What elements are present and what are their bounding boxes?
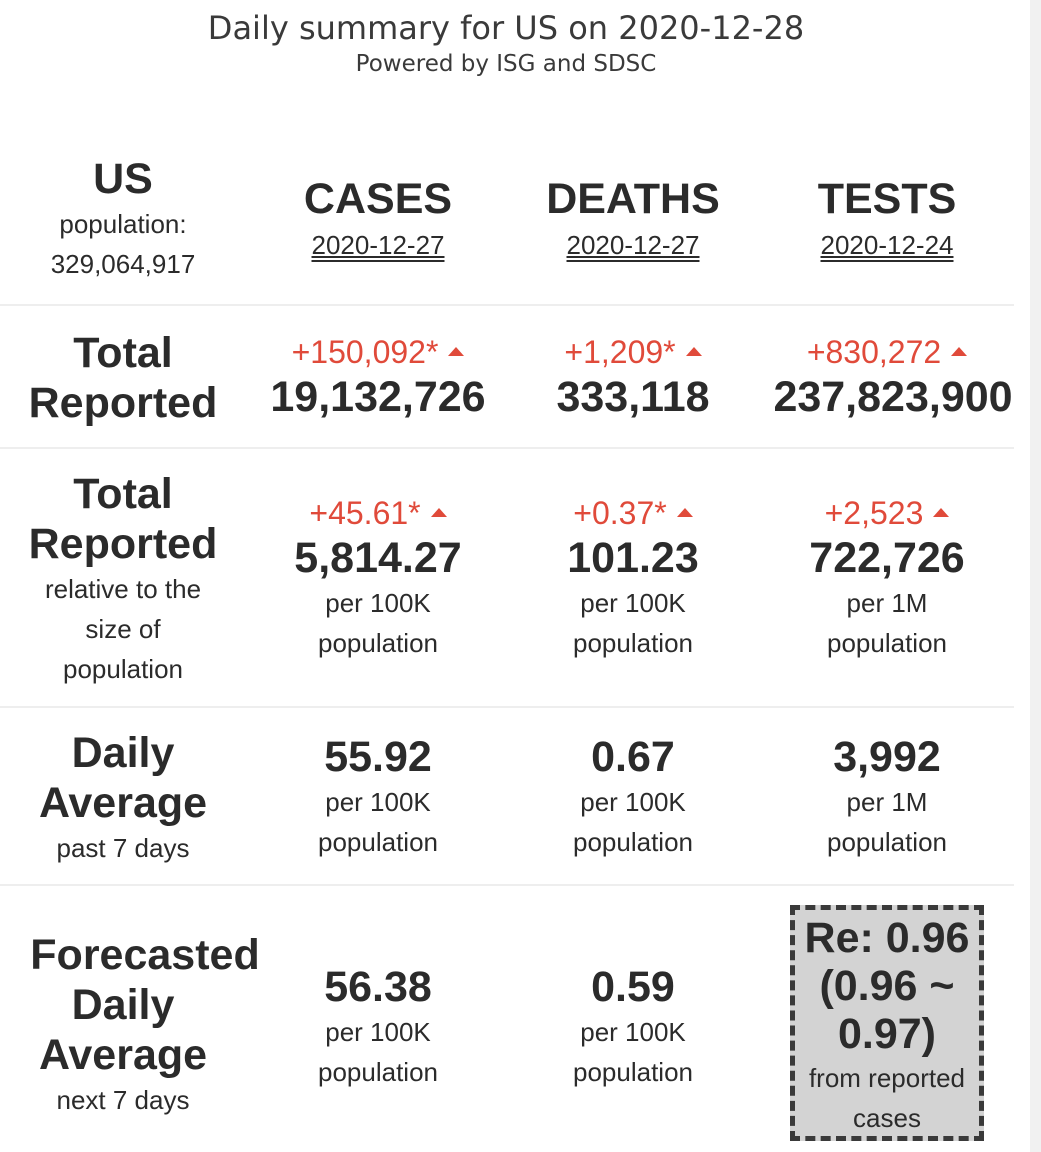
cases-header: CASES 2020-12-27 — [250, 140, 506, 304]
unit-label: per 100K — [325, 1017, 431, 1047]
up-arrow-icon — [685, 347, 702, 356]
tests-average-value: 3,992 — [833, 733, 941, 781]
deaths-relative-value: 101.23 — [567, 534, 699, 582]
unit-label: per 100K — [580, 588, 686, 618]
page-subtitle: Powered by ISG and SDSC — [355, 51, 657, 77]
row-note: relative to the — [44, 574, 202, 604]
population-label: population: — [59, 209, 187, 239]
tests-header: TESTS 2020-12-24 — [760, 140, 1014, 304]
row-label: Total — [73, 329, 173, 377]
unit-label: population — [573, 1057, 693, 1087]
cases-total-delta: +150,092* — [250, 332, 506, 372]
deaths-total-cell: +1,209* 333,118 — [506, 306, 760, 447]
daily-average-row: Daily Average past 7 days 55.92 per 100K… — [0, 706, 1014, 884]
row-note: population — [63, 654, 183, 684]
deaths-total-delta: +1,209* — [506, 332, 760, 372]
page-title: Daily summary for US on 2020-12-28 — [207, 9, 805, 47]
deaths-date-link[interactable]: 2020-12-27 — [566, 230, 700, 260]
unit-label: population — [318, 1057, 438, 1087]
row-label: Reported — [28, 520, 218, 568]
cases-relative-value: 5,814.27 — [294, 534, 462, 582]
deaths-forecast-value: 0.59 — [591, 963, 675, 1011]
deaths-total-value: 333,118 — [556, 373, 710, 421]
relative-label-cell: Total Reported relative to the size of p… — [0, 449, 246, 706]
daily-average-label-cell: Daily Average past 7 days — [0, 708, 246, 884]
tests-total-cell: +830,272 237,823,900 — [760, 306, 1014, 447]
up-arrow-icon — [951, 347, 968, 356]
row-note: next 7 days — [56, 1085, 190, 1115]
unit-label: per 100K — [325, 787, 431, 817]
deaths-label: DEATHS — [546, 175, 720, 223]
re-note: cases — [853, 1103, 921, 1133]
forecast-row: Forecasted Daily Average next 7 days 56.… — [0, 884, 1014, 1152]
unit-label: population — [573, 827, 693, 857]
forecast-label-cell: Forecasted Daily Average next 7 days — [0, 886, 290, 1152]
re-estimate-box: Re: 0.96 (0.96 ~ 0.97) from reported cas… — [790, 905, 984, 1141]
relative-row: Total Reported relative to the size of p… — [0, 447, 1014, 706]
tests-total-delta: +830,272 — [760, 332, 1014, 372]
unit-label: per 1M — [846, 588, 928, 618]
up-arrow-icon — [448, 347, 465, 356]
up-arrow-icon — [676, 508, 693, 517]
deaths-average-value: 0.67 — [591, 733, 675, 781]
tests-label: TESTS — [817, 175, 957, 223]
tests-relative-cell: +2,523 722,726 per 1M population — [760, 449, 1014, 706]
cases-forecast-cell: 56.38 per 100K population — [250, 886, 506, 1152]
row-label: Forecasted — [30, 931, 260, 979]
re-range-low: (0.96 ~ — [819, 962, 955, 1010]
cases-date-link[interactable]: 2020-12-27 — [311, 230, 445, 260]
total-reported-row: Total Reported +150,092* 19,132,726 +1,2… — [0, 304, 1014, 447]
unit-label: population — [573, 628, 693, 658]
deaths-relative-cell: +0.37* 101.23 per 100K population — [506, 449, 760, 706]
row-label: Total — [73, 470, 173, 518]
cases-relative-cell: +45.61* 5,814.27 per 100K population — [250, 449, 506, 706]
tests-average-cell: 3,992 per 1M population — [760, 708, 1014, 884]
row-note: size of — [85, 614, 161, 644]
re-value: Re: 0.96 — [804, 914, 970, 962]
unit-label: per 100K — [580, 787, 686, 817]
vertical-scrollbar[interactable] — [1030, 0, 1041, 1152]
region-name: US — [93, 155, 153, 203]
unit-label: population — [318, 827, 438, 857]
unit-label: population — [827, 827, 947, 857]
cases-average-value: 55.92 — [324, 733, 432, 781]
up-arrow-icon — [430, 508, 447, 517]
unit-label: per 100K — [325, 588, 431, 618]
deaths-header: DEATHS 2020-12-27 — [506, 140, 760, 304]
header-row: US population: 329,064,917 CASES 2020-12… — [0, 140, 1014, 304]
unit-label: population — [318, 628, 438, 658]
deaths-relative-delta: +0.37* — [506, 493, 760, 533]
row-label: Daily — [71, 981, 175, 1029]
cases-forecast-value: 56.38 — [324, 963, 432, 1011]
cases-total-cell: +150,092* 19,132,726 — [250, 306, 506, 447]
row-label: Average — [38, 779, 208, 827]
tests-relative-delta: +2,523 — [760, 493, 1014, 533]
tests-date-link[interactable]: 2020-12-24 — [820, 230, 954, 260]
total-reported-label-cell: Total Reported — [0, 306, 246, 447]
row-label: Average — [38, 1031, 208, 1079]
tests-relative-value: 722,726 — [809, 534, 965, 582]
cases-total-value: 19,132,726 — [270, 373, 486, 421]
population-value: 329,064,917 — [50, 249, 196, 279]
region-cell: US population: 329,064,917 — [0, 140, 246, 304]
unit-label: population — [827, 628, 947, 658]
cases-average-cell: 55.92 per 100K population — [250, 708, 506, 884]
cases-relative-delta: +45.61* — [250, 493, 506, 533]
deaths-forecast-cell: 0.59 per 100K population — [506, 886, 760, 1152]
row-label: Reported — [28, 379, 218, 427]
re-note: from reported — [808, 1063, 966, 1093]
deaths-average-cell: 0.67 per 100K population — [506, 708, 760, 884]
cases-label: CASES — [303, 175, 453, 223]
row-note: past 7 days — [56, 833, 190, 863]
unit-label: per 100K — [580, 1017, 686, 1047]
unit-label: per 1M — [846, 787, 928, 817]
re-range-high: 0.97) — [837, 1010, 936, 1058]
up-arrow-icon — [933, 508, 950, 517]
row-label: Daily — [71, 729, 175, 777]
tests-total-value: 237,823,900 — [773, 373, 1013, 421]
